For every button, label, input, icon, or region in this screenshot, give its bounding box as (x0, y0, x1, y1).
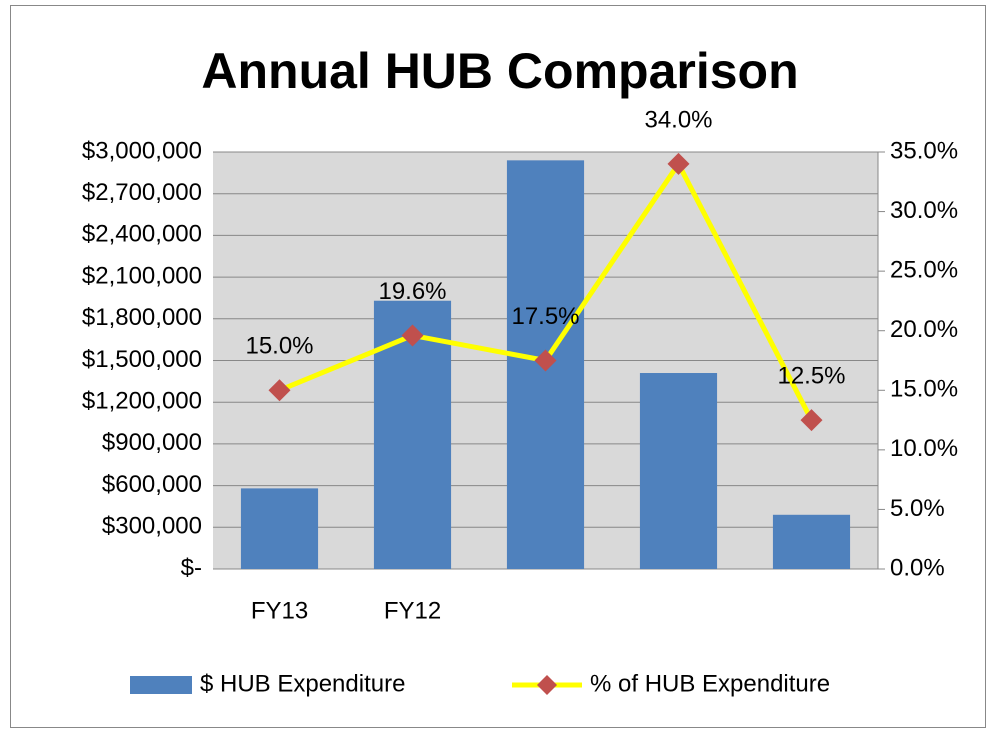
marker (667, 152, 690, 175)
y2-tick-label: 30.0% (890, 197, 958, 224)
y-tick-label: $2,100,000 (82, 262, 202, 289)
y2-tick-label: 10.0% (890, 435, 958, 462)
data-label: 12.5% (777, 362, 845, 389)
y-tick-label: $1,200,000 (82, 388, 202, 415)
legend-marker (537, 675, 557, 695)
data-label: 15.0% (245, 333, 313, 360)
chart-title: Annual HUB Comparison (201, 43, 798, 99)
data-label: 19.6% (378, 278, 446, 305)
y2-tick-label: 20.0% (890, 316, 958, 343)
marker (534, 349, 557, 372)
legend-swatch (130, 676, 192, 694)
bar (772, 514, 851, 569)
y2-tick-label: 5.0% (890, 495, 945, 522)
bar (240, 488, 319, 569)
data-label: 34.0% (644, 106, 712, 133)
y2-tick-label: 25.0% (890, 256, 958, 283)
y2-tick-label: 15.0% (890, 376, 958, 403)
y-tick-label: $2,400,000 (82, 221, 202, 248)
marker (401, 324, 424, 347)
y-tick-label: $2,700,000 (82, 179, 202, 206)
x-tick-label: FY12 (384, 597, 441, 624)
y-tick-label: $1,500,000 (82, 346, 202, 373)
marker (800, 409, 823, 432)
y-tick-label: $900,000 (102, 429, 202, 456)
y-tick-label: $1,800,000 (82, 304, 202, 331)
y-tick-label: $- (181, 554, 202, 581)
x-tick-label: FY13 (251, 597, 308, 624)
y-tick-label: $3,000,000 (82, 137, 202, 164)
legend-label: % of HUB Expenditure (590, 670, 830, 697)
marker (268, 379, 291, 402)
y2-tick-label: 35.0% (890, 137, 958, 164)
y-tick-label: $600,000 (102, 471, 202, 498)
legend-label: $ HUB Expenditure (200, 670, 405, 697)
y2-tick-label: 0.0% (890, 554, 945, 581)
bar (639, 373, 718, 569)
y-tick-label: $300,000 (102, 513, 202, 540)
data-label: 17.5% (511, 303, 579, 330)
